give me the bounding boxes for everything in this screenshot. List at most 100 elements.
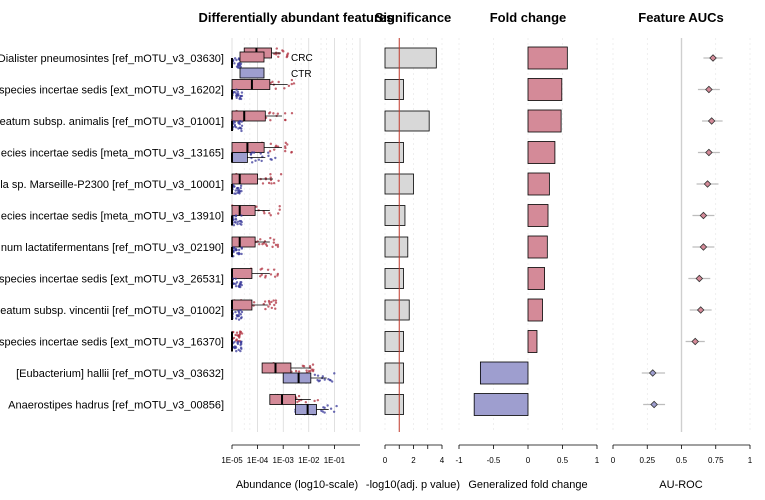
ctr-point <box>240 214 243 217</box>
foldchange-bar <box>527 298 543 322</box>
crc-point <box>260 273 263 276</box>
ctr-point <box>235 187 239 190</box>
crc-point <box>277 179 280 183</box>
ctr-point <box>233 62 236 65</box>
ctr-point <box>267 154 270 158</box>
ctr-box <box>295 404 317 415</box>
x-tick-label: 0.5 <box>676 456 688 465</box>
ctr-point <box>232 223 236 227</box>
abundance-title: Differentially abundant features <box>198 10 393 25</box>
x-tick-label: 1E-03 <box>273 456 295 465</box>
crc-point <box>234 333 237 337</box>
significance-xlabel: -log10(adj. p value) <box>366 479 460 491</box>
crc-point <box>252 301 256 304</box>
feature-labels: Dialister pneumosintes [ref_mOTU_v3_0363… <box>0 53 224 412</box>
ctr-point <box>329 407 333 410</box>
crc-box <box>231 173 259 185</box>
crc-point <box>237 334 240 337</box>
x-tick-label: 1E-02 <box>298 456 320 465</box>
crc-point <box>269 173 272 176</box>
ctr-point <box>237 57 241 60</box>
ctr-point <box>236 191 239 194</box>
ctr-point <box>240 347 243 351</box>
ctr-point <box>237 188 241 192</box>
ctr-point <box>323 411 326 414</box>
crc-point <box>259 275 262 278</box>
crc-point <box>297 399 301 403</box>
ctr-point <box>239 219 243 223</box>
ctr-point <box>333 372 336 375</box>
ctr-point <box>239 313 243 316</box>
crc-point <box>279 173 283 176</box>
ctr-point <box>235 281 239 284</box>
ctr-point <box>232 120 236 123</box>
feature-label: eatum subsp. animalis [ref_mOTU_v3_01001… <box>0 116 224 128</box>
ctr-point <box>238 222 242 225</box>
crc-point <box>276 212 280 215</box>
crc-point <box>272 238 276 241</box>
crc-point <box>274 53 278 56</box>
crc-point <box>238 330 242 333</box>
ctr-point <box>239 308 242 312</box>
feature-label: eatum subsp. vincentii [ref_mOTU_v3_0100… <box>0 305 224 317</box>
ctr-point <box>252 151 256 154</box>
crc-point <box>232 336 236 340</box>
crc-point <box>234 339 238 342</box>
crc-box <box>231 79 271 90</box>
crc-point <box>276 112 280 115</box>
crc-point <box>272 299 275 302</box>
x-tick-label: 0 <box>383 456 388 465</box>
crc-point <box>255 205 258 208</box>
x-tick-label: 1E-04 <box>247 456 269 465</box>
ctr-point <box>234 310 237 314</box>
crc-point <box>284 146 287 150</box>
ctr-point <box>257 158 261 161</box>
x-tick-label: -0.5 <box>487 456 501 465</box>
crc-point <box>271 245 274 249</box>
crc-point <box>269 214 272 217</box>
feature-label: ecies incertae sedis [meta_mOTU_v3_13910… <box>1 211 224 223</box>
crc-point <box>283 87 286 90</box>
auc-point <box>648 369 657 377</box>
ctr-point <box>235 248 238 251</box>
crc-point <box>292 82 296 85</box>
auc-point <box>696 306 705 314</box>
x-tick-label: 1E-01 <box>324 456 346 465</box>
ctr-point <box>235 94 238 97</box>
crc-point <box>278 208 281 211</box>
foldchange-panel: -1 -0.5 0 0.5 1 <box>455 38 600 465</box>
ctr-point <box>234 284 238 288</box>
ctr-point <box>335 404 338 408</box>
crc-point <box>270 306 274 310</box>
ctr-point <box>321 410 325 413</box>
crc-point <box>276 243 280 247</box>
ctr-point <box>323 406 326 410</box>
legend-ctr-swatch <box>239 67 265 79</box>
feature-label: species incertae sedis [ext_mOTU_v3_2653… <box>0 274 224 286</box>
foldchange-bar <box>527 172 550 196</box>
crc-point <box>267 112 271 115</box>
crc-point <box>302 365 306 368</box>
crc-point <box>273 275 277 278</box>
ctr-point <box>236 342 240 346</box>
crc-point <box>263 300 267 303</box>
x-tick-label: 0.25 <box>639 456 655 465</box>
auc-point <box>691 337 699 346</box>
ctr-point <box>328 378 332 382</box>
feature-label: num lactatifermentans [ref_mOTU_v3_02190… <box>1 242 224 254</box>
crc-point <box>272 241 276 244</box>
auc-point <box>699 211 708 220</box>
ctr-point <box>326 404 329 407</box>
crc-point <box>316 398 320 402</box>
crc-point <box>259 238 262 241</box>
crc-point <box>259 268 262 271</box>
ctr-point <box>232 185 236 188</box>
ctr-point <box>239 186 242 190</box>
ctr-point <box>237 121 240 124</box>
ctr-point <box>234 277 238 280</box>
ctr-point <box>232 218 235 221</box>
auc-point <box>703 180 712 188</box>
auc-title: Feature AUCs <box>638 10 723 25</box>
x-tick-label: 2 <box>411 456 416 465</box>
ctr-point <box>234 346 238 349</box>
